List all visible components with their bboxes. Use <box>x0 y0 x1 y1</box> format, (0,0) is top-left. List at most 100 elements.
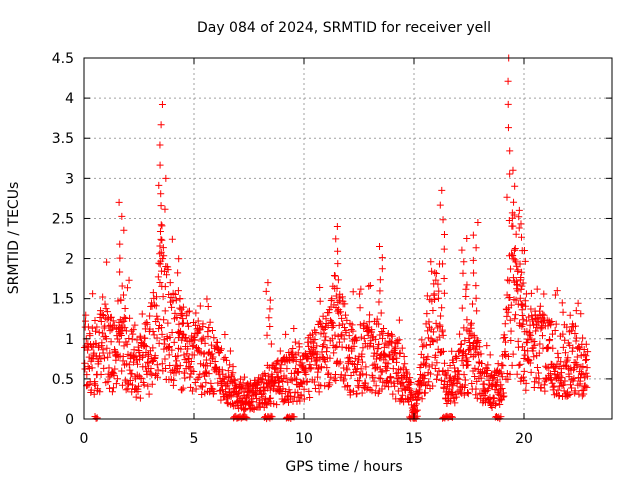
data-point <box>239 379 247 387</box>
data-point <box>184 322 192 330</box>
data-point <box>559 343 567 351</box>
data-point <box>395 336 403 344</box>
data-point <box>323 348 331 356</box>
data-point <box>391 343 399 351</box>
data-point <box>362 379 370 387</box>
y-tick-label: 0.5 <box>52 372 74 388</box>
data-point <box>515 361 523 369</box>
data-point <box>433 371 441 379</box>
data-point <box>317 330 325 338</box>
data-point <box>155 181 163 189</box>
data-point <box>518 343 526 351</box>
data-point <box>443 400 451 408</box>
data-point <box>160 345 168 353</box>
data-point <box>292 357 300 365</box>
data-point <box>146 312 154 320</box>
data-point <box>548 318 556 326</box>
data-point <box>116 254 124 262</box>
data-point <box>375 298 383 306</box>
data-point <box>471 345 479 353</box>
data-point <box>518 312 526 320</box>
data-point <box>471 372 479 380</box>
data-point <box>270 400 278 408</box>
data-point <box>107 313 115 321</box>
data-point <box>362 363 370 371</box>
data-point <box>547 376 555 384</box>
data-point <box>121 304 129 312</box>
data-point <box>179 303 187 311</box>
data-point <box>378 385 386 393</box>
data-point <box>514 287 522 295</box>
data-point <box>339 377 347 385</box>
data-point <box>474 337 482 345</box>
data-point <box>333 222 341 230</box>
data-point <box>531 378 539 386</box>
data-point <box>125 276 133 284</box>
x-tick-label: 15 <box>405 431 423 447</box>
data-point <box>542 362 550 370</box>
data-point <box>538 323 546 331</box>
data-point <box>197 382 205 390</box>
data-point <box>377 309 385 317</box>
x-axis-label: GPS time / hours <box>285 459 402 475</box>
data-point <box>128 335 136 343</box>
data-point <box>258 393 266 401</box>
data-point <box>266 322 274 330</box>
data-point <box>509 274 517 282</box>
data-point <box>469 300 477 308</box>
data-point <box>582 352 590 360</box>
data-point <box>394 387 402 395</box>
data-point <box>378 327 386 335</box>
data-point <box>467 321 475 329</box>
data-point <box>187 383 195 391</box>
data-point <box>95 352 103 360</box>
data-point <box>429 307 437 315</box>
data-point <box>332 376 340 384</box>
data-point <box>237 383 245 391</box>
data-point <box>440 230 448 238</box>
data-point <box>174 344 182 352</box>
data-point <box>302 354 310 362</box>
data-point <box>523 339 531 347</box>
data-point <box>449 389 457 397</box>
data-point <box>522 386 530 394</box>
data-point <box>469 256 477 264</box>
data-point <box>153 312 161 320</box>
data-point <box>356 304 364 312</box>
data-point <box>432 319 440 327</box>
data-point <box>174 287 182 295</box>
data-point <box>461 337 469 345</box>
data-point <box>148 371 156 379</box>
data-point <box>418 336 426 344</box>
data-point <box>194 345 202 353</box>
data-point <box>380 324 388 332</box>
data-point <box>358 358 366 366</box>
data-point <box>183 350 191 358</box>
data-point <box>463 235 471 242</box>
data-point <box>431 365 439 373</box>
data-point <box>536 307 544 315</box>
data-point <box>499 362 507 370</box>
data-point <box>524 335 532 343</box>
data-point <box>457 340 465 348</box>
data-point <box>356 321 364 329</box>
data-point <box>196 324 204 332</box>
data-point <box>412 407 420 415</box>
data-point <box>149 289 157 297</box>
data-point <box>420 354 428 362</box>
data-point <box>427 258 435 266</box>
data-point <box>439 260 447 268</box>
data-point <box>296 397 304 405</box>
data-point <box>105 322 113 330</box>
data-point <box>226 361 234 369</box>
data-point <box>426 341 434 349</box>
data-point <box>444 367 452 375</box>
data-point <box>277 367 285 375</box>
data-point <box>313 356 321 364</box>
data-point <box>249 398 257 406</box>
data-point <box>310 349 318 357</box>
data-point <box>126 314 134 322</box>
data-point <box>152 302 160 310</box>
data-point <box>240 373 248 381</box>
data-point <box>578 392 586 400</box>
